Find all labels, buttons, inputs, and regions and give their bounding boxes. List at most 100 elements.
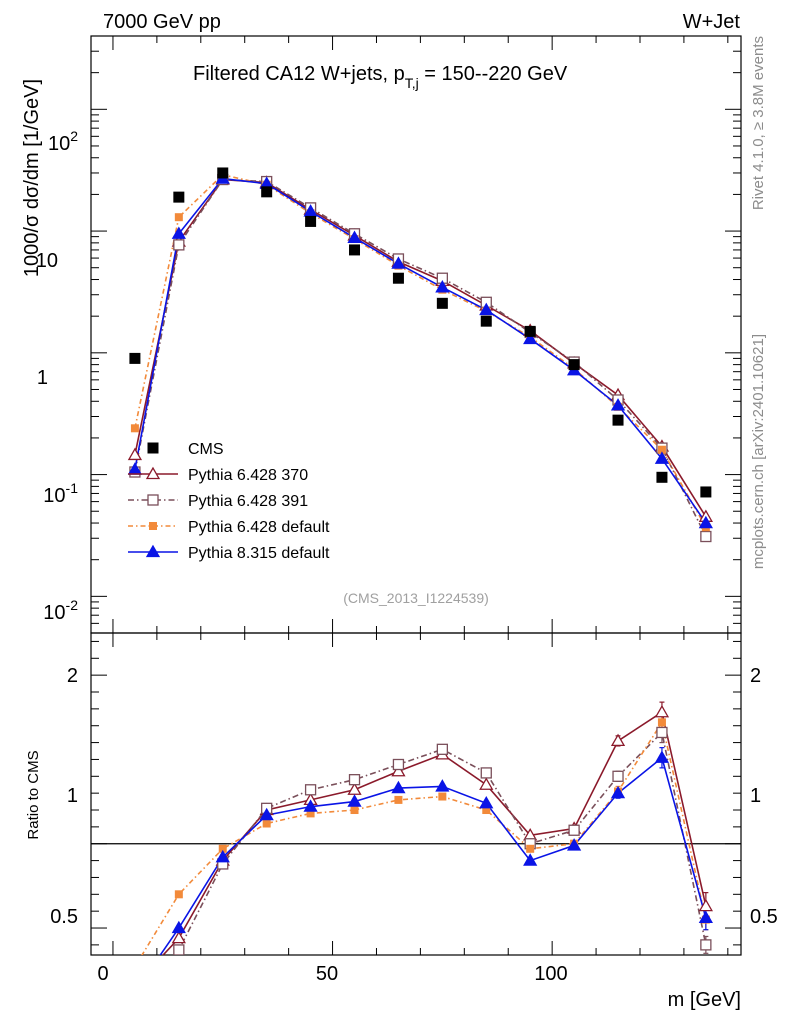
legend-label-0: Pythia 6.428 370: [188, 467, 308, 484]
ratio-series-point-2: [482, 806, 491, 815]
main-series-point-2: [174, 213, 183, 222]
ratio-series-point-0: [391, 763, 406, 777]
ratio-series-point-0: [171, 930, 186, 944]
main-series-point-3: [303, 204, 318, 217]
ratio-series-point-1: [173, 944, 185, 955]
ratio-series-point-3: [171, 920, 186, 934]
x-tick-label-0: 0: [97, 963, 108, 985]
ratio-tick-label-right-1: 1: [750, 785, 761, 807]
ratio-series-point-2: [262, 819, 271, 828]
cms-data-point: [436, 297, 448, 309]
ratio-series-point-3: [566, 838, 582, 851]
cms-data-point: [305, 215, 317, 227]
main-series-line-3: [134, 177, 707, 524]
legend-marker-2: [149, 522, 157, 530]
ratio-series-point-2: [657, 718, 666, 727]
y-tick-label-1e-2: 10-2: [43, 597, 78, 624]
side-generator-label: Rivet 4.1.0, ≥ 3.8M events: [750, 36, 767, 210]
ratio-series-point-3: [654, 750, 670, 763]
ratio-series-point-1: [700, 939, 712, 951]
ratio-series-point-3: [391, 780, 406, 794]
chart-title: Filtered CA12 W+jets, pT,j = 150--220 Ge…: [193, 63, 568, 91]
legend-label-2: Pythia 6.428 default: [188, 519, 330, 536]
ratio-series-line-2: [141, 720, 707, 955]
ratio-tick-label-2: 2: [67, 665, 78, 687]
ratio-series-group: [141, 701, 713, 955]
cms-data-point: [480, 315, 492, 327]
chart-title-main: Filtered CA12 W+jets, p: [193, 63, 405, 85]
ratio-series-point-1: [568, 824, 580, 836]
ratio-series-point-1: [480, 767, 492, 779]
y-tick-label-1e2: 102: [48, 128, 78, 155]
ratio-series-point-3: [479, 795, 494, 809]
ratio-series-point-1: [656, 726, 668, 739]
cms-data-point: [173, 191, 185, 203]
main-series-point-3: [391, 256, 406, 269]
ratio-series-line-3: [159, 756, 707, 955]
ratio-axis-label: Ratio to CMS: [25, 750, 42, 839]
main-series-point-3: [435, 280, 450, 293]
chart-title-tail: = 150--220 GeV: [419, 63, 568, 85]
main-series-point-3: [171, 226, 186, 239]
legend-label-1: Pythia 6.428 391: [188, 493, 308, 510]
chart-title-subscript: T,j: [405, 75, 419, 91]
legend-label-cms: CMS: [188, 441, 224, 458]
legend-label-3: Pythia 8.315 default: [188, 545, 330, 562]
ratio-series-point-2: [218, 844, 227, 853]
cms-data-point: [392, 272, 404, 284]
cms-data-point: [129, 352, 141, 364]
ratio-series-point-3: [215, 849, 230, 863]
ratio-series-point-2: [174, 890, 183, 899]
ratio-tick-label-right-2: 2: [750, 665, 761, 687]
ratio-series-point-2: [526, 844, 535, 853]
ratio-series-point-3: [698, 910, 713, 924]
ratio-series-point-0: [347, 782, 362, 795]
ratio-series-point-1: [304, 784, 317, 796]
cms-data-point: [349, 244, 361, 256]
ratio-series-point-1: [348, 774, 361, 786]
y-tick-label-1e-1: 10-1: [43, 480, 78, 507]
main-series-point-2: [657, 445, 666, 454]
ratio-series-point-3: [610, 785, 626, 799]
main-series-point-3: [347, 230, 362, 243]
ratio-series-point-2: [306, 809, 315, 818]
ratio-series-point-3: [435, 779, 450, 792]
header-process-label: W+Jet: [683, 11, 741, 33]
ratio-series-point-0: [479, 777, 494, 790]
ratio-series-point-1: [392, 758, 405, 771]
ratio-series-point-3: [347, 794, 362, 807]
cms-data-point: [217, 167, 229, 179]
y-tick-label-10: 10: [36, 250, 58, 272]
ratio-tick-label-0.5: 0.5: [50, 906, 78, 928]
cms-data-point: [568, 359, 580, 371]
main-series-point-1: [700, 530, 712, 543]
ratio-series-point-1: [612, 770, 624, 782]
cms-data-point: [612, 414, 624, 426]
cms-data-point: [524, 325, 536, 337]
analysis-reference: (CMS_2013_I1224539): [343, 590, 489, 606]
ratio-series-line-1: [172, 730, 707, 955]
main-series-point-3: [654, 451, 670, 464]
ratio-series-point-3: [259, 807, 274, 821]
ratio-series-point-2: [350, 806, 359, 815]
main-series-point-3: [610, 398, 626, 411]
ratio-series-point-2: [438, 792, 447, 801]
main-series-group: [127, 167, 713, 543]
legend-marker-1: [147, 494, 159, 506]
x-tick-label-50: 50: [316, 963, 338, 985]
main-plot-frame: [90, 35, 742, 634]
axis-ticks: [91, 35, 741, 955]
ratio-tick-label-right-0.5: 0.5: [750, 906, 778, 928]
main-series-point-3: [479, 302, 494, 316]
legend-marker-0: [145, 466, 161, 480]
x-tick-label-100: 100: [534, 963, 567, 985]
legend: CMS Pythia 6.428 370 Pythia 6.428 391 Pythi…: [128, 441, 330, 562]
ratio-series-point-1: [436, 743, 449, 755]
header-energy-label: 7000 GeV pp: [103, 11, 221, 33]
ratio-series-point-0: [654, 704, 670, 718]
cms-data-point: [656, 471, 668, 483]
x-axis-label: m [GeV]: [668, 989, 741, 1011]
main-series-point-2: [130, 424, 139, 433]
side-source-label: mcplots.cern.ch [arXiv:2401.10621]: [750, 334, 767, 569]
